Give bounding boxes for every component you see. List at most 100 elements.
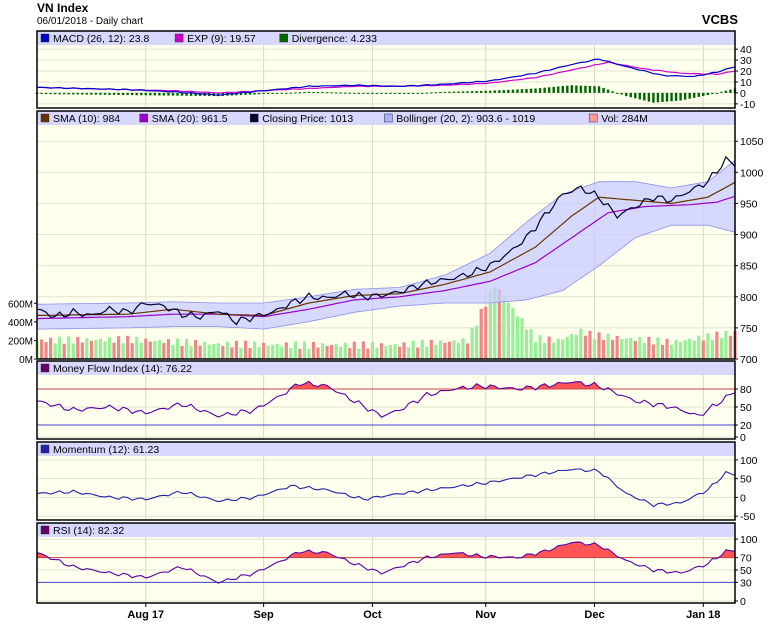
volume-bar xyxy=(289,347,293,359)
volume-bar xyxy=(280,346,284,359)
divergence-bar xyxy=(348,92,351,94)
divergence-bar xyxy=(547,87,551,93)
divergence-bar xyxy=(58,92,61,95)
divergence-bar xyxy=(561,86,564,93)
divergence-bar xyxy=(416,92,419,94)
volume-bar xyxy=(565,336,569,359)
volume-tick-label: 0M xyxy=(19,355,33,366)
divergence-bar xyxy=(266,92,270,94)
volume-bar xyxy=(456,342,461,359)
mom-panel-border xyxy=(36,441,736,521)
y-tick-label: 80 xyxy=(740,384,752,396)
volume-bar xyxy=(139,342,143,359)
volume-bar xyxy=(728,335,733,359)
x-tick-label: Sep xyxy=(254,609,274,621)
volume-bar xyxy=(44,342,48,359)
macd-legend-swatch xyxy=(174,33,184,43)
volume-bar xyxy=(416,347,420,359)
volume-bar xyxy=(420,339,424,359)
y-tick-label: 50 xyxy=(740,402,752,414)
divergence-bar xyxy=(135,92,138,96)
divergence-bar xyxy=(158,92,161,96)
volume-bar xyxy=(574,334,578,359)
volume-bar xyxy=(175,338,180,359)
sma20-line xyxy=(36,195,736,320)
macd-panel-border xyxy=(36,30,736,109)
volume-bar xyxy=(506,302,510,359)
divergence-bar xyxy=(661,92,664,102)
volume-bar xyxy=(692,340,696,359)
volume-bar xyxy=(715,331,719,359)
mom-legend-swatch xyxy=(40,444,50,454)
volume-bar xyxy=(189,346,193,359)
divergence-bar xyxy=(280,92,283,94)
divergence-bar xyxy=(543,87,546,93)
divergence-bar xyxy=(248,92,252,95)
divergence-bar xyxy=(615,92,619,94)
volume-bar xyxy=(307,348,311,359)
volume-bar xyxy=(601,340,606,359)
volume-bar xyxy=(502,297,506,359)
divergence-bar xyxy=(715,92,719,94)
volume-bar xyxy=(361,341,365,359)
volume-bar xyxy=(429,339,433,359)
y-tick-label: 800 xyxy=(740,292,758,304)
divergence-bar xyxy=(602,87,605,93)
divergence-bar xyxy=(185,92,188,96)
divergence-bar xyxy=(679,92,682,101)
volume-bar xyxy=(597,332,601,359)
divergence-bar xyxy=(570,85,574,93)
divergence-bar xyxy=(357,92,361,94)
divergence-bar xyxy=(457,91,460,93)
sma10-line xyxy=(37,181,736,317)
volume-bar xyxy=(488,290,492,359)
mom-legend-bar xyxy=(37,442,735,456)
y-tick-label: 20 xyxy=(740,66,752,78)
divergence-bar xyxy=(44,92,48,95)
divergence-bar xyxy=(656,92,660,103)
mom-legend-label: Momentum (12): 61.23 xyxy=(53,444,159,456)
y-tick-label: 850 xyxy=(740,261,758,273)
volume-bar xyxy=(357,348,361,359)
divergence-bar xyxy=(189,92,193,96)
divergence-bar xyxy=(194,92,197,96)
divergence-bar xyxy=(479,90,483,93)
y-tick-label: -10 xyxy=(740,99,755,111)
y-tick-label: 750 xyxy=(740,323,758,335)
divergence-bar xyxy=(244,92,247,95)
y-tick-label: 0 xyxy=(740,492,746,504)
volume-bar xyxy=(320,343,325,359)
volume-bar xyxy=(592,339,597,359)
volume-bar xyxy=(724,330,728,359)
divergence-bar xyxy=(289,92,293,94)
divergence-bar xyxy=(353,92,356,94)
divergence-bar xyxy=(371,92,374,94)
divergence-bar xyxy=(53,92,57,95)
divergence-bar xyxy=(407,92,410,94)
y-tick-label: 0 xyxy=(740,596,746,608)
x-tick-label: Oct xyxy=(363,609,382,621)
divergence-bar xyxy=(126,92,129,96)
volume-bar xyxy=(629,337,633,359)
y-tick-label: 70 xyxy=(740,553,752,565)
divergence-bar xyxy=(144,92,147,96)
divergence-bar xyxy=(217,92,220,97)
divergence-bar xyxy=(67,92,70,95)
price-legend-label: Bollinger (20, 2): 903.6 - 1019 xyxy=(396,113,535,125)
divergence-bar xyxy=(149,92,152,96)
divergence-bar xyxy=(620,92,623,95)
divergence-bar xyxy=(452,91,456,93)
divergence-bar xyxy=(647,92,651,102)
y-tick-label: 30 xyxy=(740,577,752,589)
divergence-bar xyxy=(724,90,728,93)
volume-bar xyxy=(257,347,261,359)
volume-bar xyxy=(651,344,656,359)
volume-bar xyxy=(234,340,239,359)
divergence-bar xyxy=(49,92,52,95)
divergence-bar xyxy=(529,88,533,93)
divergence-bar xyxy=(525,88,528,93)
y-tick-label: 1050 xyxy=(740,136,764,148)
divergence-bar xyxy=(643,92,646,101)
volume-bar xyxy=(348,348,352,359)
divergence-bar xyxy=(380,92,383,94)
